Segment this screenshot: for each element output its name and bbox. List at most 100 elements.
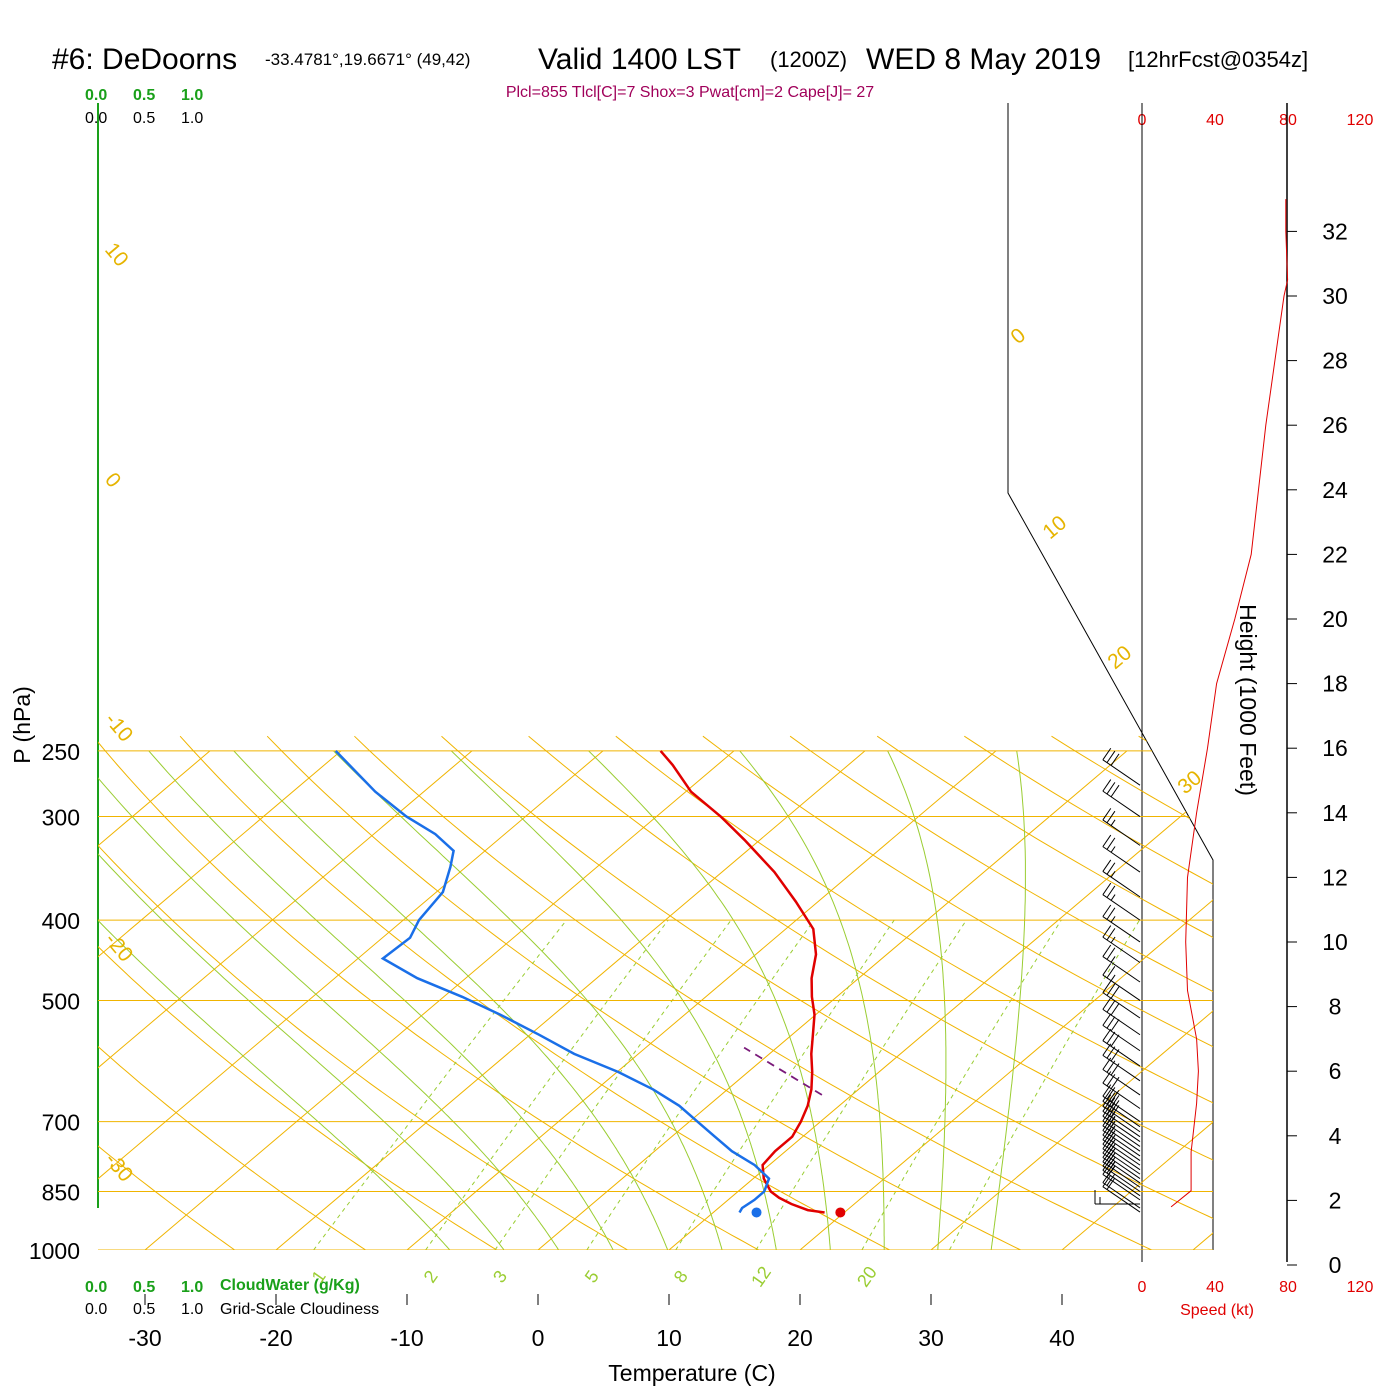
wind-barb-feather (1110, 936, 1116, 944)
title-coords: -33.4781°,19.6671° (49,42) (265, 50, 470, 69)
wind-barb-feather (1110, 894, 1116, 901)
dry-adiabat-line (98, 735, 653, 1250)
mixing-ratio-label: 12 (747, 1263, 775, 1291)
wind-barb-feather (1102, 944, 1112, 957)
dry-adiabat-line (789, 735, 1213, 1250)
cloudiness-tick-top-1: 0.5 (133, 110, 155, 127)
title-valid: Valid 1400 LST (538, 43, 741, 76)
wind-barb-feather (1106, 1097, 1116, 1110)
isotherm-label: -20 (100, 928, 137, 966)
y-tick-label: 400 (42, 908, 80, 934)
cloudwater-tick-bottom-2: 1.0 (181, 1279, 203, 1296)
moist-adiabat-line (148, 750, 623, 1250)
wind-barb (1102, 1105, 1141, 1133)
x-tick-label: 10 (656, 1325, 682, 1351)
title-date: WED 8 May 2019 (866, 43, 1101, 76)
cloudwater-tick-top-1: 0.5 (133, 87, 155, 104)
isotherm-label: 0 (100, 468, 125, 492)
speed-tick-bottom-0: 0 (1138, 1279, 1147, 1296)
wind-barb-feather (1106, 907, 1116, 920)
wind-barb-feather (1102, 925, 1112, 938)
wind-barb (1102, 1186, 1141, 1213)
height-tick-label: 28 (1322, 348, 1348, 374)
height-tick-label: 14 (1322, 800, 1348, 826)
wind-barb-feather (1110, 1003, 1120, 1016)
wind-barb-feather (1102, 1104, 1112, 1117)
isotherm-label: 0 (1006, 324, 1030, 349)
wind-barb-feather (1102, 1084, 1112, 1097)
wind-barb-feather (1110, 1019, 1120, 1032)
moist-adiabat-line (588, 750, 833, 1250)
wind-barb-feather (1102, 779, 1112, 792)
moist-adiabat-line (450, 750, 780, 1250)
isotherm-label: -10 (100, 708, 137, 746)
title-station: #6: DeDoorns (52, 43, 237, 76)
dry-adiabat-line (179, 735, 918, 1250)
wind-barb-feather (1102, 1099, 1112, 1112)
x-tick-label: -10 (390, 1325, 423, 1351)
x-tick-label: -30 (128, 1325, 161, 1351)
moist-adiabat-line (98, 750, 518, 1250)
moist-adiabat-line (233, 750, 675, 1250)
dry-adiabat-line (702, 735, 1213, 1250)
wind-barb-feather (1102, 997, 1112, 1010)
wind-barb-feather (1106, 1177, 1116, 1190)
cloudiness-tick-bottom-0: 0.0 (85, 1301, 107, 1318)
isotherm-line (930, 750, 1213, 1250)
mixing-ratio-label: 5 (581, 1267, 603, 1287)
wind-barb (1102, 1125, 1141, 1152)
wind-barb (1102, 1120, 1141, 1147)
wind-barb-feather (1102, 808, 1112, 821)
wind-barb-feather (1102, 1174, 1112, 1187)
wind-barb-feather (1110, 956, 1116, 963)
wind-barb-feather (1106, 1102, 1116, 1115)
wind-barb-feather (1110, 1089, 1120, 1103)
wind-barb (1102, 916, 1141, 943)
wind-barb (1102, 1139, 1141, 1166)
isotherm-line (98, 750, 211, 1250)
isotherm-line (1192, 750, 1213, 1250)
cloudiness-tick-bottom-2: 1.0 (181, 1301, 203, 1318)
dry-adiabat-line (98, 735, 388, 1250)
dry-adiabat-line (98, 735, 786, 1250)
cloudwater-label: CloudWater (g/Kg) (220, 1277, 360, 1294)
wind-barb-feather (1106, 885, 1116, 898)
dewpoint-line (334, 750, 771, 1214)
cloudiness-tick-top-2: 1.0 (181, 110, 203, 127)
height-axis-label: Height (1000 Feet) (1235, 604, 1261, 796)
mixing-ratio-line (313, 919, 567, 1250)
wind-barb-feather (1106, 750, 1116, 763)
wind-barb-feather (1106, 1107, 1116, 1120)
wind-barb-feather (1110, 986, 1120, 999)
height-tick-label: 26 (1322, 412, 1348, 438)
height-tick-label: 16 (1322, 735, 1348, 761)
y-tick-label: 300 (42, 805, 80, 831)
surface-temperature-marker (835, 1207, 846, 1218)
height-tick-label: 30 (1322, 283, 1348, 309)
wind-barb (1102, 1024, 1141, 1052)
wind-barb-feather (1102, 1028, 1112, 1041)
wind-barb (1102, 1157, 1141, 1184)
height-tick-label: 24 (1322, 477, 1348, 503)
wind-barb (1102, 936, 1141, 963)
y-axis-label: P (hPa) (9, 686, 35, 764)
cloudwater-tick-bottom-1: 0.5 (133, 1279, 155, 1296)
plot-right-boundary (1007, 103, 1214, 1250)
dry-adiabat-line (98, 735, 256, 1250)
dry-adiabat-line (876, 735, 1213, 1250)
mixing-ratio-label: 3 (489, 1267, 511, 1287)
parcel-line (743, 1046, 823, 1096)
wind-barb-feather (1106, 1092, 1116, 1105)
wind-barb-feather (1102, 834, 1112, 847)
wind-barb (1102, 974, 1141, 1001)
isotherm-label: -30 (100, 1148, 137, 1186)
wind-barb-feather (1110, 916, 1116, 923)
isotherm-line (1061, 750, 1213, 1250)
wind-barb-feather (1102, 1089, 1112, 1102)
wind-barb (1102, 1169, 1141, 1197)
wind-barb-feather (1110, 1095, 1120, 1108)
title-forecast: [12hrFcst@0354z] (1128, 47, 1308, 72)
